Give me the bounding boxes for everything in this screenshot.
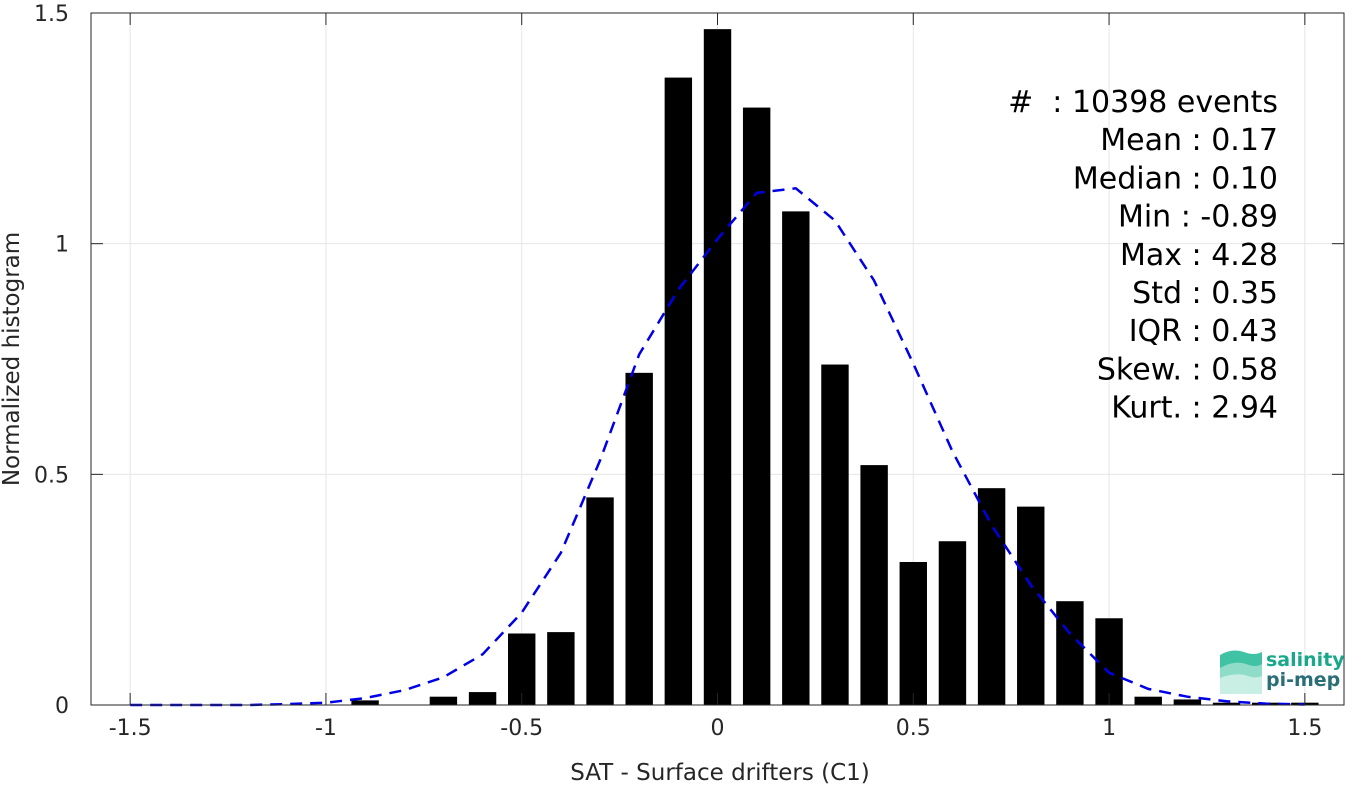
x-tick-label: 0 [711, 716, 725, 741]
histogram-bar [860, 465, 888, 705]
stat-line: Skew. : 0.58 [1097, 352, 1278, 387]
histogram-bar [625, 372, 653, 705]
x-tick-label: 1.5 [1287, 716, 1322, 741]
stat-line: Mean : 0.17 [1100, 123, 1278, 158]
x-tick-labels: -1.5 -1 -0.5 0 0.5 1 1.5 [109, 716, 1323, 741]
y-tick-label: 0.5 [34, 463, 69, 488]
axis-ticks [91, 12, 1344, 706]
histogram-bar [899, 561, 927, 705]
stat-line: Kurt. : 2.94 [1111, 391, 1278, 426]
x-tick-label: -1.5 [109, 716, 152, 741]
histogram-bar [1017, 506, 1045, 705]
histogram-bar [782, 211, 810, 705]
x-tick-label: 1 [1102, 716, 1116, 741]
histogram-bar [1134, 696, 1162, 705]
stat-line: # : 10398 events [1008, 85, 1278, 120]
stat-line: IQR : 0.43 [1129, 314, 1278, 349]
histogram-bar [586, 497, 614, 705]
histogram-bar [351, 700, 379, 705]
histogram-bar [468, 692, 497, 705]
fitted-distribution-line [130, 186, 1305, 707]
histogram-bar [1095, 618, 1123, 705]
stat-line: Std : 0.35 [1132, 276, 1278, 311]
histogram-bar [1056, 601, 1084, 705]
stat-line: Max : 4.28 [1120, 238, 1278, 273]
bars [351, 29, 1319, 705]
logo-line-1: salinity [1266, 649, 1345, 671]
logo-line-2: pi-mep [1266, 669, 1340, 691]
x-tick-label: -0.5 [500, 716, 543, 741]
histogram-bar [703, 29, 732, 705]
x-tick-label: 0.5 [896, 716, 931, 741]
histogram-bar [821, 364, 849, 705]
y-tick-labels: 0 0.5 1 1.5 [34, 2, 69, 719]
x-axis-label: SAT - Surface drifters (C1) [570, 760, 870, 785]
histogram-bar [547, 632, 575, 705]
histogram-bar [664, 77, 693, 705]
logo-wave-icon [1220, 650, 1262, 694]
histogram-bar [429, 696, 458, 705]
y-axis-label: Normalized histogram [0, 232, 25, 486]
y-tick-label: 0 [55, 694, 69, 719]
histogram-bar [977, 488, 1006, 705]
y-tick-label: 1.5 [34, 2, 69, 27]
x-tick-label: -1 [315, 716, 337, 741]
histogram-bar [742, 107, 771, 705]
histogram-bar [938, 541, 967, 705]
y-tick-label: 1 [55, 233, 69, 258]
salinity-pi-mep-logo: salinity pi-mep [1220, 649, 1345, 694]
stat-line: Median : 0.10 [1073, 161, 1278, 196]
histogram-bar [1212, 702, 1241, 705]
stat-line: Min : -0.89 [1118, 200, 1278, 235]
histogram-bar [1173, 699, 1202, 705]
